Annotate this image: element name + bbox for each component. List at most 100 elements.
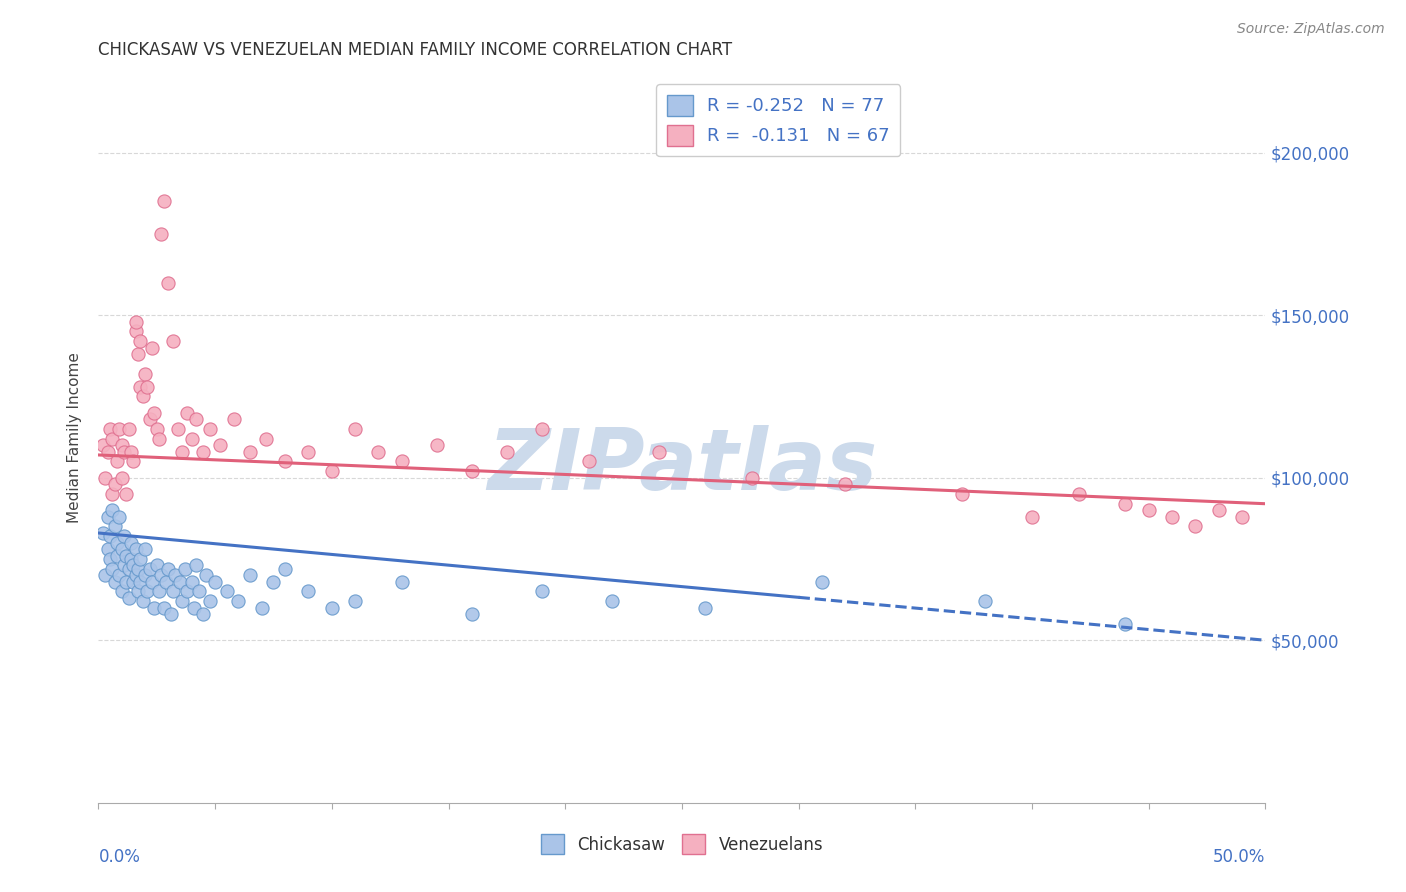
- Point: [129, 334, 152, 348]
- Point: [262, 574, 284, 589]
- Point: [647, 444, 669, 458]
- Text: Source: ZipAtlas.com: Source: ZipAtlas.com: [1237, 22, 1385, 37]
- Point: [215, 584, 238, 599]
- Point: [125, 325, 148, 339]
- Point: [139, 562, 162, 576]
- Point: [94, 471, 117, 485]
- Point: [94, 568, 117, 582]
- Point: [950, 487, 973, 501]
- Point: [162, 584, 184, 599]
- Point: [141, 341, 163, 355]
- Point: [146, 558, 169, 573]
- Point: [1137, 503, 1160, 517]
- Point: [148, 584, 170, 599]
- Point: [274, 562, 297, 576]
- Point: [194, 568, 217, 582]
- Point: [129, 574, 152, 589]
- Point: [134, 542, 156, 557]
- Point: [228, 594, 250, 608]
- Point: [115, 549, 138, 563]
- Point: [1021, 509, 1043, 524]
- Text: 50.0%: 50.0%: [1213, 848, 1265, 866]
- Point: [183, 600, 205, 615]
- Point: [143, 406, 166, 420]
- Point: [496, 444, 519, 458]
- Point: [111, 584, 134, 599]
- Point: [1208, 503, 1230, 517]
- Point: [297, 444, 319, 458]
- Point: [129, 552, 152, 566]
- Point: [97, 542, 120, 557]
- Point: [120, 552, 142, 566]
- Point: [122, 454, 145, 468]
- Point: [111, 542, 134, 557]
- Legend: Chickasaw, Venezuelans: Chickasaw, Venezuelans: [534, 828, 830, 860]
- Point: [148, 432, 170, 446]
- Point: [105, 549, 128, 563]
- Text: CHICKASAW VS VENEZUELAN MEDIAN FAMILY INCOME CORRELATION CHART: CHICKASAW VS VENEZUELAN MEDIAN FAMILY IN…: [98, 41, 733, 59]
- Point: [129, 380, 152, 394]
- Point: [127, 562, 149, 576]
- Point: [104, 519, 127, 533]
- Point: [367, 444, 389, 458]
- Point: [112, 529, 135, 543]
- Point: [176, 584, 198, 599]
- Text: 0.0%: 0.0%: [98, 848, 141, 866]
- Point: [200, 422, 222, 436]
- Point: [105, 454, 128, 468]
- Point: [193, 444, 215, 458]
- Point: [118, 591, 141, 605]
- Point: [122, 558, 145, 573]
- Point: [239, 444, 262, 458]
- Point: [1067, 487, 1090, 501]
- Point: [250, 600, 273, 615]
- Point: [97, 509, 120, 524]
- Point: [321, 600, 343, 615]
- Point: [169, 574, 191, 589]
- Point: [132, 389, 155, 403]
- Point: [1184, 519, 1206, 533]
- Point: [172, 594, 194, 608]
- Point: [150, 568, 173, 582]
- Point: [165, 568, 187, 582]
- Point: [530, 422, 553, 436]
- Text: ZIPatlas: ZIPatlas: [486, 425, 877, 508]
- Point: [146, 422, 169, 436]
- Point: [391, 574, 413, 589]
- Point: [186, 558, 208, 573]
- Point: [104, 574, 127, 589]
- Point: [101, 487, 124, 501]
- Point: [127, 347, 149, 361]
- Point: [120, 444, 142, 458]
- Point: [91, 438, 114, 452]
- Point: [120, 535, 142, 549]
- Point: [150, 227, 173, 241]
- Point: [1230, 509, 1253, 524]
- Point: [152, 600, 174, 615]
- Point: [222, 412, 245, 426]
- Point: [118, 562, 141, 576]
- Point: [157, 276, 180, 290]
- Point: [1161, 509, 1184, 524]
- Point: [125, 542, 148, 557]
- Point: [125, 568, 148, 582]
- Point: [98, 529, 121, 543]
- Point: [834, 477, 856, 491]
- Point: [344, 594, 367, 608]
- Point: [811, 574, 834, 589]
- Point: [97, 444, 120, 458]
- Y-axis label: Median Family Income: Median Family Income: [67, 351, 83, 523]
- Point: [274, 454, 297, 468]
- Point: [391, 454, 413, 468]
- Point: [297, 584, 319, 599]
- Point: [600, 594, 623, 608]
- Point: [134, 568, 156, 582]
- Point: [105, 535, 128, 549]
- Point: [461, 464, 484, 478]
- Point: [127, 584, 149, 599]
- Point: [122, 574, 145, 589]
- Point: [115, 574, 138, 589]
- Point: [186, 412, 208, 426]
- Point: [125, 315, 148, 329]
- Point: [118, 422, 141, 436]
